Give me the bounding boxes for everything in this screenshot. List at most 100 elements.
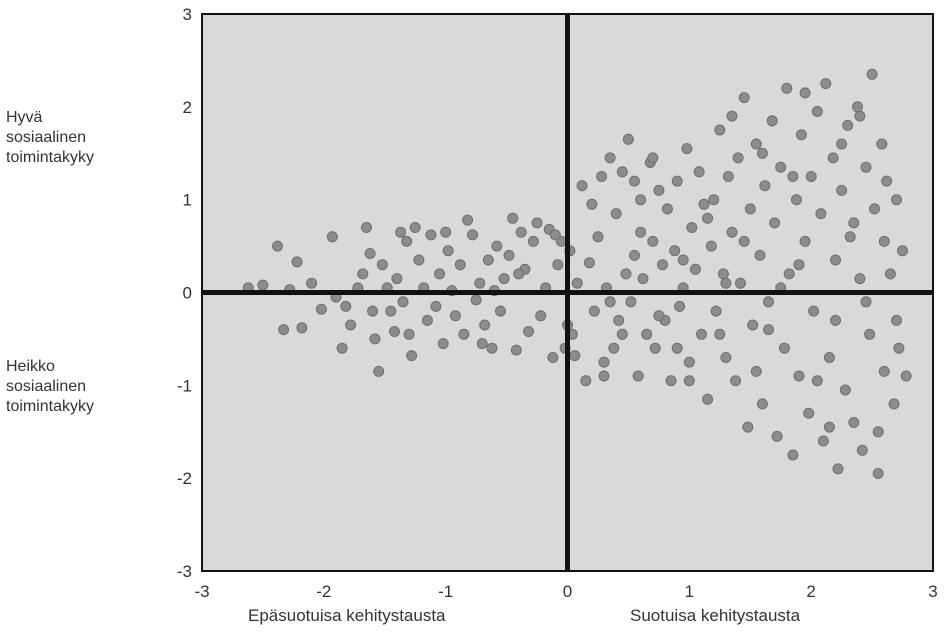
data-point [830,254,841,266]
data-point [361,222,372,233]
data-point [815,208,827,220]
data-point [632,370,644,382]
unfavorable-background-label: Epäsuotuisa kehitystausta [248,606,446,625]
data-point [549,229,561,241]
data-point [315,303,327,315]
data-point [702,393,714,405]
data-point [852,101,863,113]
x-tick-label: -2 [316,582,331,601]
data-point [389,326,400,337]
data-point [769,217,781,229]
data-point [848,417,860,428]
data-point [326,231,338,243]
data-point [756,398,768,410]
data-point [616,328,628,340]
data-point [523,326,534,337]
data-point [653,310,665,322]
y-tick-label: 2 [183,98,192,117]
data-point [763,324,774,336]
data-point [403,328,415,340]
data-point [430,300,442,312]
data-point [793,370,805,382]
data-point [742,421,754,433]
data-point [744,203,756,215]
data-point [569,350,581,362]
data-point [482,254,494,266]
data-point [647,235,659,247]
data-point [860,161,872,173]
data-point [726,226,738,238]
data-point [759,180,771,192]
data-point [625,296,637,308]
data-point [839,384,851,396]
data-point [771,430,783,442]
data-point [823,352,835,363]
data-point [860,296,872,308]
data-point [799,87,811,99]
data-point [897,245,908,257]
data-point [454,259,466,271]
data-point [881,175,893,187]
data-point [421,314,433,326]
data-point [474,277,486,289]
data-point [397,296,409,308]
data-point [306,277,318,289]
data-point [750,138,762,150]
data-point [476,338,488,350]
data-point [604,296,616,308]
data-point [406,350,418,362]
data-point [681,143,693,155]
data-point [395,226,407,238]
data-point [629,175,640,187]
data-point [498,273,510,285]
data-point [486,342,498,354]
x-tick-label: 0 [563,582,572,601]
data-point [620,268,632,280]
data-point [369,333,381,345]
data-point [376,259,388,271]
data-point [467,229,478,241]
data-point [750,365,762,377]
data-point [653,184,665,196]
data-point [479,319,491,331]
data-point [722,171,734,182]
data-point [720,277,732,289]
data-point [385,305,397,317]
data-point [336,342,348,354]
data-point [637,273,649,285]
data-point [495,305,506,317]
data-point [884,268,896,280]
data-point [373,365,385,377]
data-point [635,226,647,238]
data-point [649,342,661,354]
data-point [610,208,622,220]
data-point [708,194,720,206]
data-point [409,222,421,233]
data-point [683,356,695,368]
data-point [296,322,308,334]
data-point [832,463,844,475]
good-social-functioning-label: Hyvä sosiaalinen toimintakyky [6,109,95,166]
data-point [661,203,673,215]
data-point [527,235,539,247]
data-point [510,344,522,356]
data-point [641,328,653,340]
data-point [588,305,600,317]
data-point [552,259,564,271]
data-point [844,231,856,243]
data-point [891,194,902,206]
data-point [808,305,820,317]
data-point [613,314,625,326]
data-point [257,279,269,291]
data-point [367,305,379,317]
data-point [345,319,357,331]
data-point [462,214,474,226]
data-point [503,249,515,261]
data-point [272,240,283,252]
data-point [671,175,683,187]
data-point [647,152,659,164]
data-point [598,356,610,368]
data-point [413,254,425,266]
data-point [756,147,768,159]
data-point [714,328,726,340]
